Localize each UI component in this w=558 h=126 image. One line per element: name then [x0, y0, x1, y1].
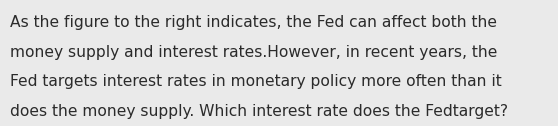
Text: As the figure to the right​ indicates, the Fed can affect both the: As the figure to the right​ indicates, t…	[10, 15, 497, 30]
Text: money supply and interest rates.​However, in recent​ years, the: money supply and interest rates.​However…	[10, 45, 497, 60]
Text: does the money supply. Which interest rate does the Fed​target?: does the money supply. Which interest ra…	[10, 104, 508, 119]
Text: Fed targets interest rates in monetary policy more often than it: Fed targets interest rates in monetary p…	[10, 74, 502, 89]
